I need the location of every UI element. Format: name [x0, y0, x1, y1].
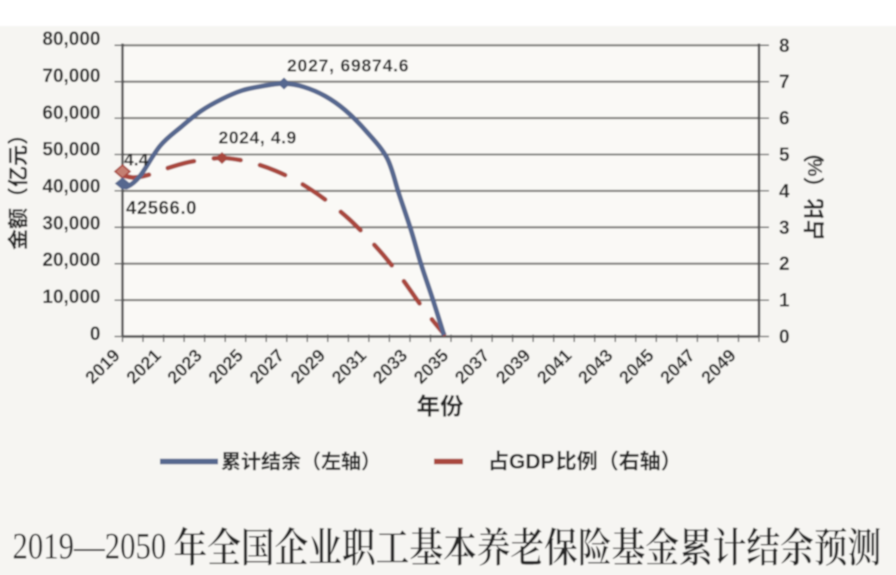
svg-text:70,000: 70,000 — [42, 66, 100, 87]
svg-text:1: 1 — [779, 291, 790, 312]
svg-text:2: 2 — [779, 254, 790, 275]
svg-text:6: 6 — [779, 109, 790, 130]
svg-text:4: 4 — [779, 181, 790, 202]
svg-text:2024, 4.9: 2024, 4.9 — [219, 128, 297, 148]
svg-text:80,000: 80,000 — [42, 29, 100, 50]
svg-text:0: 0 — [90, 324, 101, 345]
svg-text:%: % — [805, 159, 827, 177]
svg-text:10,000: 10,000 — [42, 287, 100, 308]
svg-text:4.4: 4.4 — [124, 150, 149, 170]
svg-text:42566.0: 42566.0 — [126, 197, 197, 218]
svg-text:20,000: 20,000 — [42, 250, 100, 271]
svg-text:5: 5 — [779, 145, 790, 166]
svg-text:2019—2050: 2019—2050 — [13, 526, 167, 568]
svg-text:0: 0 — [779, 327, 790, 348]
svg-text:8: 8 — [779, 36, 790, 57]
svg-text:40,000: 40,000 — [42, 176, 100, 197]
svg-text:2027, 69874.6: 2027, 69874.6 — [287, 56, 409, 76]
svg-text:GDP: GDP — [509, 451, 555, 474]
svg-text:60,000: 60,000 — [42, 103, 100, 124]
svg-text:30,000: 30,000 — [42, 213, 100, 234]
svg-text:3: 3 — [779, 218, 790, 239]
svg-text:50,000: 50,000 — [42, 140, 100, 161]
svg-text:7: 7 — [779, 72, 790, 93]
